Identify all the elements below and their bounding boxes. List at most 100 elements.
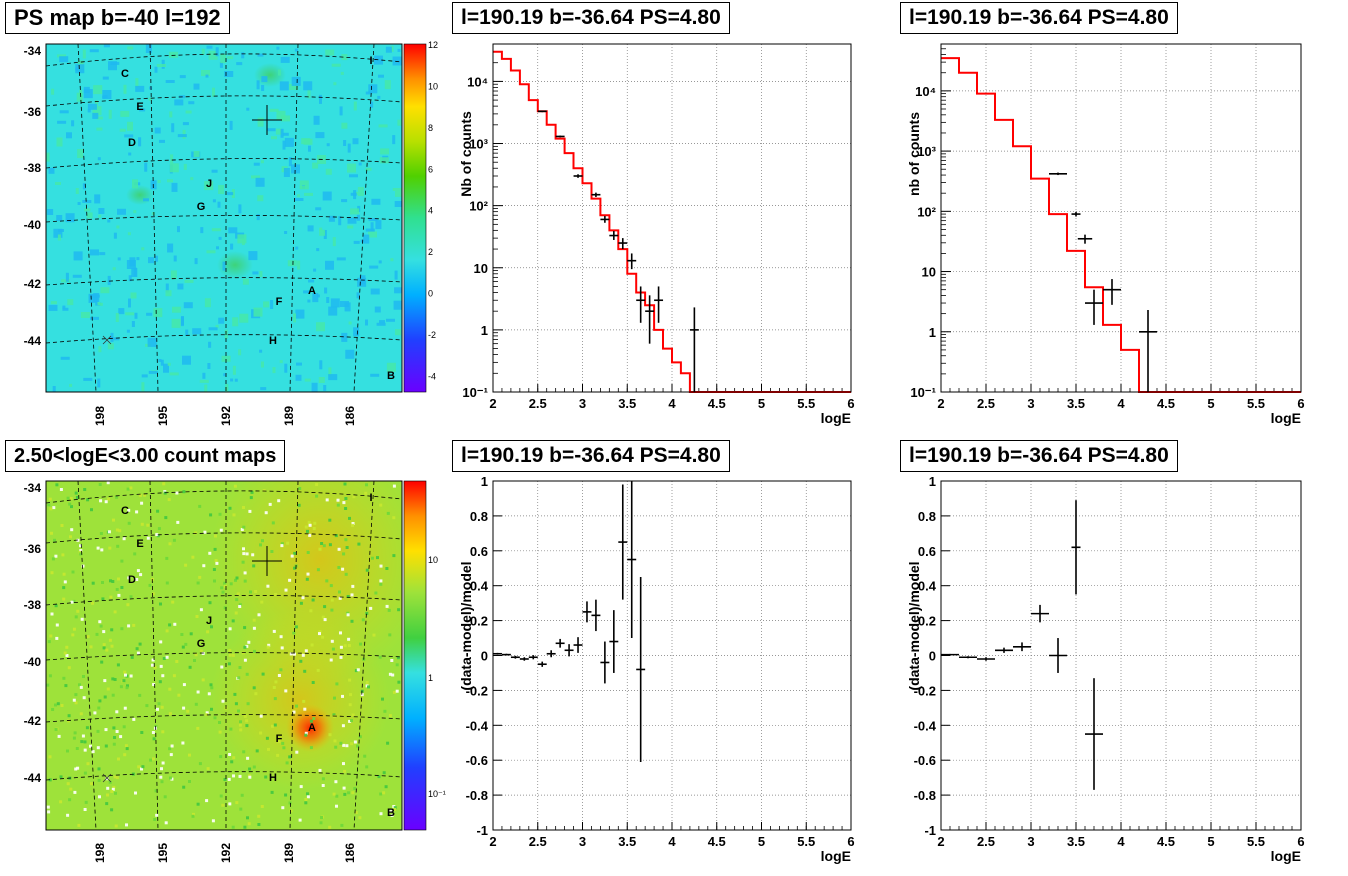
count-map-pixel (115, 528, 119, 532)
count-map-pixel (123, 670, 127, 674)
ps-map-pixel (299, 186, 306, 189)
y-tick-label: 10⁴ (467, 74, 488, 89)
ps-map-pixel (347, 225, 354, 229)
ps-map-pixel (341, 54, 348, 61)
ps-map-pixel (113, 232, 117, 239)
count-map-pixel (70, 505, 73, 509)
ps-map-pixel (347, 163, 356, 173)
count-map-pixel (140, 501, 144, 505)
count-map-pixel (274, 593, 278, 596)
ps-map-pixel (119, 128, 126, 132)
count-map-pixel (341, 724, 345, 728)
count-map-pixel (348, 719, 352, 723)
count-map-pixel (266, 584, 270, 588)
count-map-pixel (75, 496, 79, 499)
count-map-pixel (140, 522, 144, 526)
ps-map-pixel (319, 229, 326, 236)
count-map-pixel (333, 696, 336, 700)
ps-map-pixel (368, 218, 378, 222)
count-map-pixel (135, 578, 139, 581)
count-map-pixel (347, 644, 351, 648)
count-map-pixel (59, 488, 63, 491)
ps-map-pixel (127, 232, 131, 236)
ps-map-pixel (328, 367, 332, 377)
ps-map-pixel (145, 44, 152, 53)
count-map-pixel (150, 663, 154, 667)
y-tick-label: 0 (481, 649, 488, 664)
data-point (555, 638, 565, 648)
x-tick-label: 2 (937, 834, 944, 849)
count-map-pixel (192, 812, 195, 816)
ps-map-pixel (341, 332, 348, 342)
data-point (1071, 211, 1081, 217)
count-map-pixel (293, 551, 297, 555)
ps-map-x-marker (102, 335, 112, 345)
count-map-pixel (49, 634, 53, 638)
count-map-pixel (379, 582, 383, 586)
count-map-pixel (210, 625, 213, 629)
ps-map-pixel (349, 174, 358, 178)
count-map-pixel (351, 791, 355, 795)
count-map-pixel (277, 674, 281, 677)
ps-map-pixel (332, 237, 336, 247)
ps-map-pixel (102, 90, 112, 99)
ps-map-source-label: F (276, 296, 283, 308)
count-map-pixel (151, 731, 155, 734)
count-map-pixel (165, 655, 169, 659)
count-map-pixel (205, 799, 209, 803)
count-map-pixel (127, 508, 131, 512)
ps-map-pixel (251, 175, 260, 179)
count-map-pixel (210, 707, 213, 711)
count-map-pixel (189, 632, 193, 636)
count-map-pixel (114, 791, 117, 795)
count-map-pixel (315, 483, 319, 487)
count-map-pixel (284, 793, 288, 797)
ps-map-pixel (289, 84, 299, 90)
count-map-pixel (68, 502, 72, 506)
count-map-pixel (321, 635, 325, 639)
data-point (537, 661, 547, 667)
count-map-pixel (126, 684, 129, 688)
ps-map-pixel (333, 82, 337, 86)
data-point (654, 286, 664, 323)
count-map-pixel (248, 775, 252, 779)
count-map-pixel (358, 816, 362, 820)
ps-map-pixel (363, 234, 370, 244)
count-map-pixel (306, 792, 309, 796)
x-tick-label: 2 (489, 834, 496, 849)
ps-map-pixel (179, 75, 186, 79)
ps-map-pixel (316, 294, 320, 298)
count-map-pixel (330, 598, 334, 602)
count-map-pixel (194, 531, 198, 535)
count-map-pixel (248, 509, 252, 513)
count-map-pixel (126, 487, 130, 491)
count-map-pixel (390, 659, 394, 662)
count-map-pixel (227, 777, 231, 781)
ps-map-pixel (322, 191, 332, 201)
count-map-pixel (304, 731, 308, 735)
count-map-pixel (91, 601, 94, 605)
count-map-pixel (243, 626, 247, 630)
count-map-pixel (384, 785, 388, 789)
ps-map-pixel (261, 361, 264, 368)
ps-map-pixel (326, 297, 330, 303)
count-map-crosshair (252, 546, 282, 576)
count-map-pixel (168, 687, 172, 691)
x-tick-label: 4 (668, 834, 676, 849)
y-tick-label: -0.4 (914, 718, 937, 733)
ps-map-pixel (201, 70, 210, 76)
count-map-pixel (98, 483, 102, 486)
count-map-pixel (102, 630, 106, 634)
count-map-x-tick-label: 192 (219, 843, 233, 863)
ps-map-pixel (307, 89, 311, 99)
ps-map-x-tick-label: 198 (93, 406, 107, 426)
ps-map-pixel (394, 287, 402, 294)
ps-map-pixel (100, 287, 110, 294)
count-map-pixel (110, 644, 114, 648)
count-map-pixel (99, 499, 103, 503)
count-map-pixel (343, 769, 347, 773)
ps-map-pixel (204, 384, 208, 392)
data-point (600, 216, 610, 223)
ps-map-pixel (185, 110, 192, 114)
count-map-pixel (343, 482, 347, 486)
